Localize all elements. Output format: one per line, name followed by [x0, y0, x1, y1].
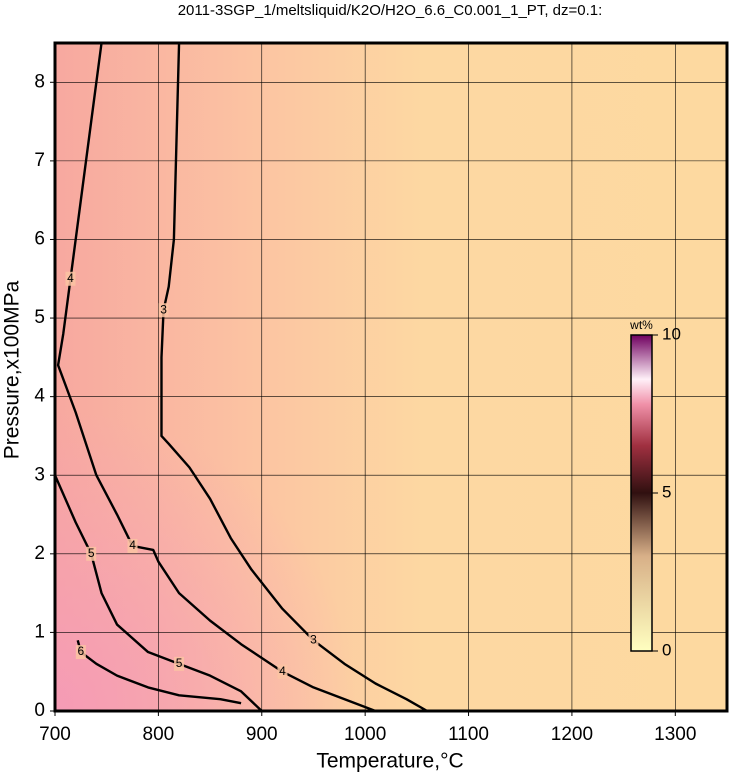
colorbar-tick-label: 10 — [662, 324, 681, 343]
x-tick-label: 900 — [246, 724, 278, 745]
plot-background-tint — [55, 43, 727, 711]
contour-label: 6 — [78, 644, 85, 658]
contour-label: 4 — [67, 271, 74, 285]
chart-title: 2011-3SGP_1/meltsliquid/K2O/H2O_6.6_C0.0… — [178, 2, 603, 19]
y-tick-label: 8 — [34, 71, 45, 92]
y-tick-label: 2 — [34, 543, 45, 564]
contour-label-bg — [174, 656, 185, 671]
colorbar-tick-label: 0 — [662, 640, 671, 659]
y-tick-label: 5 — [34, 307, 45, 328]
y-tick-label: 0 — [34, 700, 45, 721]
colorbar — [630, 334, 653, 652]
y-tick-label: 4 — [34, 386, 45, 407]
colorbar-label: wt% — [629, 318, 653, 332]
x-tick-label: 1100 — [448, 724, 489, 745]
contour-line — [53, 474, 263, 712]
x-tick-label: 1300 — [654, 724, 696, 745]
contour-label: 3 — [160, 302, 167, 316]
y-tick-label: 7 — [34, 150, 45, 171]
plot-frame — [53, 41, 729, 713]
x-tick-label: 700 — [39, 724, 71, 745]
contour-label-bg — [158, 303, 169, 318]
contour-label-bg — [308, 633, 319, 648]
contour-line — [160, 42, 428, 713]
contour-label: 5 — [88, 546, 95, 560]
contour-label-bg — [86, 546, 97, 561]
contour-label-bg — [277, 664, 288, 679]
y-tick-label: 6 — [34, 228, 45, 249]
contour-label-bg — [75, 645, 86, 660]
contour-label: 5 — [176, 656, 183, 670]
x-tick-label: 800 — [143, 724, 175, 745]
contour-label-bg — [127, 538, 138, 553]
contour-label: 3 — [310, 632, 317, 646]
contour-label: 4 — [279, 664, 286, 678]
colorbar-tick-label: 5 — [662, 482, 671, 501]
y-tick-label: 3 — [34, 464, 45, 485]
contour-label-bg — [65, 271, 76, 286]
x-tick-label: 1000 — [344, 724, 386, 745]
y-tick-label: 1 — [34, 621, 45, 642]
contour-label: 4 — [129, 538, 136, 552]
y-axis-label: Pressure,x100MPa — [1, 280, 24, 459]
x-axis-label: Temperature,°C — [316, 750, 463, 773]
x-tick-label: 1200 — [551, 724, 593, 745]
